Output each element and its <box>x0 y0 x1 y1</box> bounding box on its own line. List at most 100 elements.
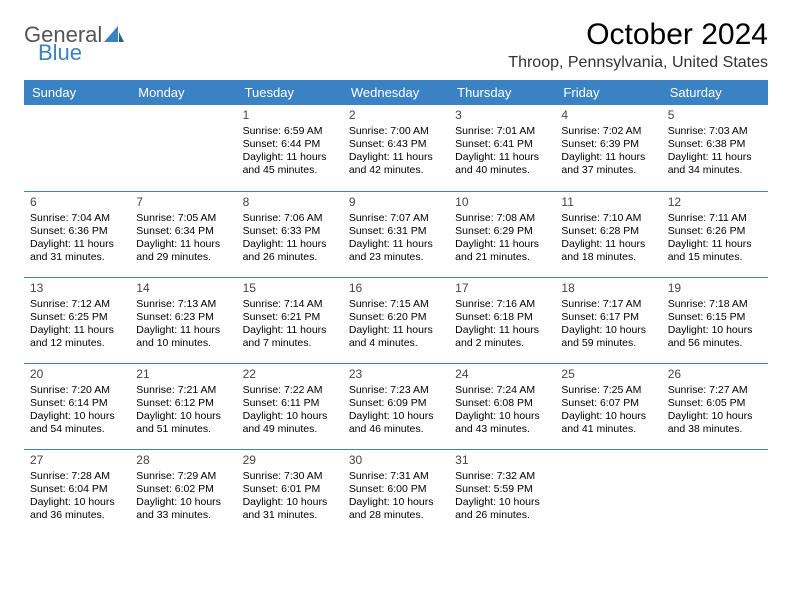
sunset-line: Sunset: 6:38 PM <box>668 138 762 151</box>
calendar-cell: 20Sunrise: 7:20 AMSunset: 6:14 PMDayligh… <box>24 363 130 449</box>
daylight-line: Daylight: 11 hours and 31 minutes. <box>30 238 124 264</box>
day-number: 22 <box>243 367 337 382</box>
day-header-cell: Thursday <box>449 80 555 105</box>
sunrise-line: Sunrise: 7:30 AM <box>243 470 337 483</box>
daylight-line: Daylight: 10 hours and 46 minutes. <box>349 410 443 436</box>
calendar-cell: 12Sunrise: 7:11 AMSunset: 6:26 PMDayligh… <box>662 191 768 277</box>
sunset-line: Sunset: 6:41 PM <box>455 138 549 151</box>
daylight-line: Daylight: 10 hours and 43 minutes. <box>455 410 549 436</box>
sunset-line: Sunset: 6:05 PM <box>668 397 762 410</box>
sunrise-line: Sunrise: 6:59 AM <box>243 125 337 138</box>
sunset-line: Sunset: 6:34 PM <box>136 225 230 238</box>
sunset-line: Sunset: 6:36 PM <box>30 225 124 238</box>
day-number: 7 <box>136 195 230 210</box>
daylight-line: Daylight: 11 hours and 15 minutes. <box>668 238 762 264</box>
day-number: 9 <box>349 195 443 210</box>
daylight-line: Daylight: 10 hours and 28 minutes. <box>349 496 443 522</box>
day-number: 6 <box>30 195 124 210</box>
calendar-cell <box>662 449 768 535</box>
daylight-line: Daylight: 10 hours and 51 minutes. <box>136 410 230 436</box>
day-number: 25 <box>561 367 655 382</box>
day-header-cell: Tuesday <box>237 80 343 105</box>
daylight-line: Daylight: 10 hours and 59 minutes. <box>561 324 655 350</box>
day-number: 13 <box>30 281 124 296</box>
calendar-cell: 18Sunrise: 7:17 AMSunset: 6:17 PMDayligh… <box>555 277 661 363</box>
calendar-week: 13Sunrise: 7:12 AMSunset: 6:25 PMDayligh… <box>24 277 768 363</box>
calendar-cell: 10Sunrise: 7:08 AMSunset: 6:29 PMDayligh… <box>449 191 555 277</box>
sunrise-line: Sunrise: 7:21 AM <box>136 384 230 397</box>
daylight-line: Daylight: 11 hours and 34 minutes. <box>668 151 762 177</box>
sunset-line: Sunset: 6:04 PM <box>30 483 124 496</box>
sunrise-line: Sunrise: 7:04 AM <box>30 212 124 225</box>
daylight-line: Daylight: 10 hours and 54 minutes. <box>30 410 124 436</box>
calendar-cell: 19Sunrise: 7:18 AMSunset: 6:15 PMDayligh… <box>662 277 768 363</box>
sunrise-line: Sunrise: 7:25 AM <box>561 384 655 397</box>
day-number: 5 <box>668 108 762 123</box>
sunrise-line: Sunrise: 7:22 AM <box>243 384 337 397</box>
sunrise-line: Sunrise: 7:10 AM <box>561 212 655 225</box>
header: General Blue October 2024 Throop, Pennsy… <box>24 18 768 72</box>
sunset-line: Sunset: 6:21 PM <box>243 311 337 324</box>
daylight-line: Daylight: 11 hours and 29 minutes. <box>136 238 230 264</box>
day-number: 31 <box>455 453 549 468</box>
calendar-cell: 30Sunrise: 7:31 AMSunset: 6:00 PMDayligh… <box>343 449 449 535</box>
sunset-line: Sunset: 6:43 PM <box>349 138 443 151</box>
sunset-line: Sunset: 6:17 PM <box>561 311 655 324</box>
sunrise-line: Sunrise: 7:24 AM <box>455 384 549 397</box>
location-subtitle: Throop, Pennsylvania, United States <box>508 54 768 72</box>
calendar-cell: 22 Sunrise: 7:22 AMSunset: 6:11 PMDayligh… <box>237 363 343 449</box>
daylight-line: Daylight: 11 hours and 12 minutes. <box>30 324 124 350</box>
daylight-line: Daylight: 11 hours and 45 minutes. <box>243 151 337 177</box>
sunrise-line: Sunrise: 7:15 AM <box>349 298 443 311</box>
sunset-line: Sunset: 6:25 PM <box>30 311 124 324</box>
sunset-line: Sunset: 6:28 PM <box>561 225 655 238</box>
sunset-line: Sunset: 6:11 PM <box>243 397 337 410</box>
calendar-cell: 9Sunrise: 7:07 AMSunset: 6:31 PMDaylight… <box>343 191 449 277</box>
calendar-cell: 15Sunrise: 7:14 AMSunset: 6:21 PMDayligh… <box>237 277 343 363</box>
day-number: 4 <box>561 108 655 123</box>
sunset-line: Sunset: 6:12 PM <box>136 397 230 410</box>
day-number: 27 <box>30 453 124 468</box>
day-number: 18 <box>561 281 655 296</box>
daylight-line: Daylight: 11 hours and 26 minutes. <box>243 238 337 264</box>
sunset-line: Sunset: 6:44 PM <box>243 138 337 151</box>
sunrise-line: Sunrise: 7:07 AM <box>349 212 443 225</box>
daylight-line: Daylight: 10 hours and 56 minutes. <box>668 324 762 350</box>
day-number: 20 <box>30 367 124 382</box>
day-number: 14 <box>136 281 230 296</box>
calendar-cell: 3Sunrise: 7:01 AMSunset: 6:41 PMDaylight… <box>449 105 555 191</box>
calendar-week: 20Sunrise: 7:20 AMSunset: 6:14 PMDayligh… <box>24 363 768 449</box>
day-header-cell: Monday <box>130 80 236 105</box>
logo-text: General Blue <box>24 24 124 64</box>
page-title: October 2024 <box>508 18 768 52</box>
sunrise-line: Sunrise: 7:18 AM <box>668 298 762 311</box>
day-number: 12 <box>668 195 762 210</box>
calendar-cell <box>555 449 661 535</box>
calendar-cell: 16Sunrise: 7:15 AMSunset: 6:20 PMDayligh… <box>343 277 449 363</box>
calendar-cell: 2Sunrise: 7:00 AMSunset: 6:43 PMDaylight… <box>343 105 449 191</box>
day-header-cell: Sunday <box>24 80 130 105</box>
day-number: 15 <box>243 281 337 296</box>
calendar-grid: 1Sunrise: 6:59 AMSunset: 6:44 PMDaylight… <box>24 105 768 535</box>
sunrise-line: Sunrise: 7:01 AM <box>455 125 549 138</box>
daylight-line: Daylight: 11 hours and 2 minutes. <box>455 324 549 350</box>
day-number: 19 <box>668 281 762 296</box>
calendar-cell: 31Sunrise: 7:32 AMSunset: 5:59 PMDayligh… <box>449 449 555 535</box>
daylight-line: Daylight: 10 hours and 36 minutes. <box>30 496 124 522</box>
daylight-line: Daylight: 11 hours and 18 minutes. <box>561 238 655 264</box>
sunrise-line: Sunrise: 7:27 AM <box>668 384 762 397</box>
sunrise-line: Sunrise: 7:23 AM <box>349 384 443 397</box>
calendar-week: 1Sunrise: 6:59 AMSunset: 6:44 PMDaylight… <box>24 105 768 191</box>
sunset-line: Sunset: 6:02 PM <box>136 483 230 496</box>
daylight-line: Daylight: 10 hours and 49 minutes. <box>243 410 337 436</box>
sunrise-line: Sunrise: 7:14 AM <box>243 298 337 311</box>
day-number: 17 <box>455 281 549 296</box>
calendar-cell: 24Sunrise: 7:24 AMSunset: 6:08 PMDayligh… <box>449 363 555 449</box>
day-number: 28 <box>136 453 230 468</box>
daylight-line: Daylight: 11 hours and 21 minutes. <box>455 238 549 264</box>
daylight-line: Daylight: 10 hours and 26 minutes. <box>455 496 549 522</box>
sunrise-line: Sunrise: 7:32 AM <box>455 470 549 483</box>
daylight-line: Daylight: 11 hours and 23 minutes. <box>349 238 443 264</box>
calendar-cell <box>130 105 236 191</box>
sunset-line: Sunset: 6:14 PM <box>30 397 124 410</box>
